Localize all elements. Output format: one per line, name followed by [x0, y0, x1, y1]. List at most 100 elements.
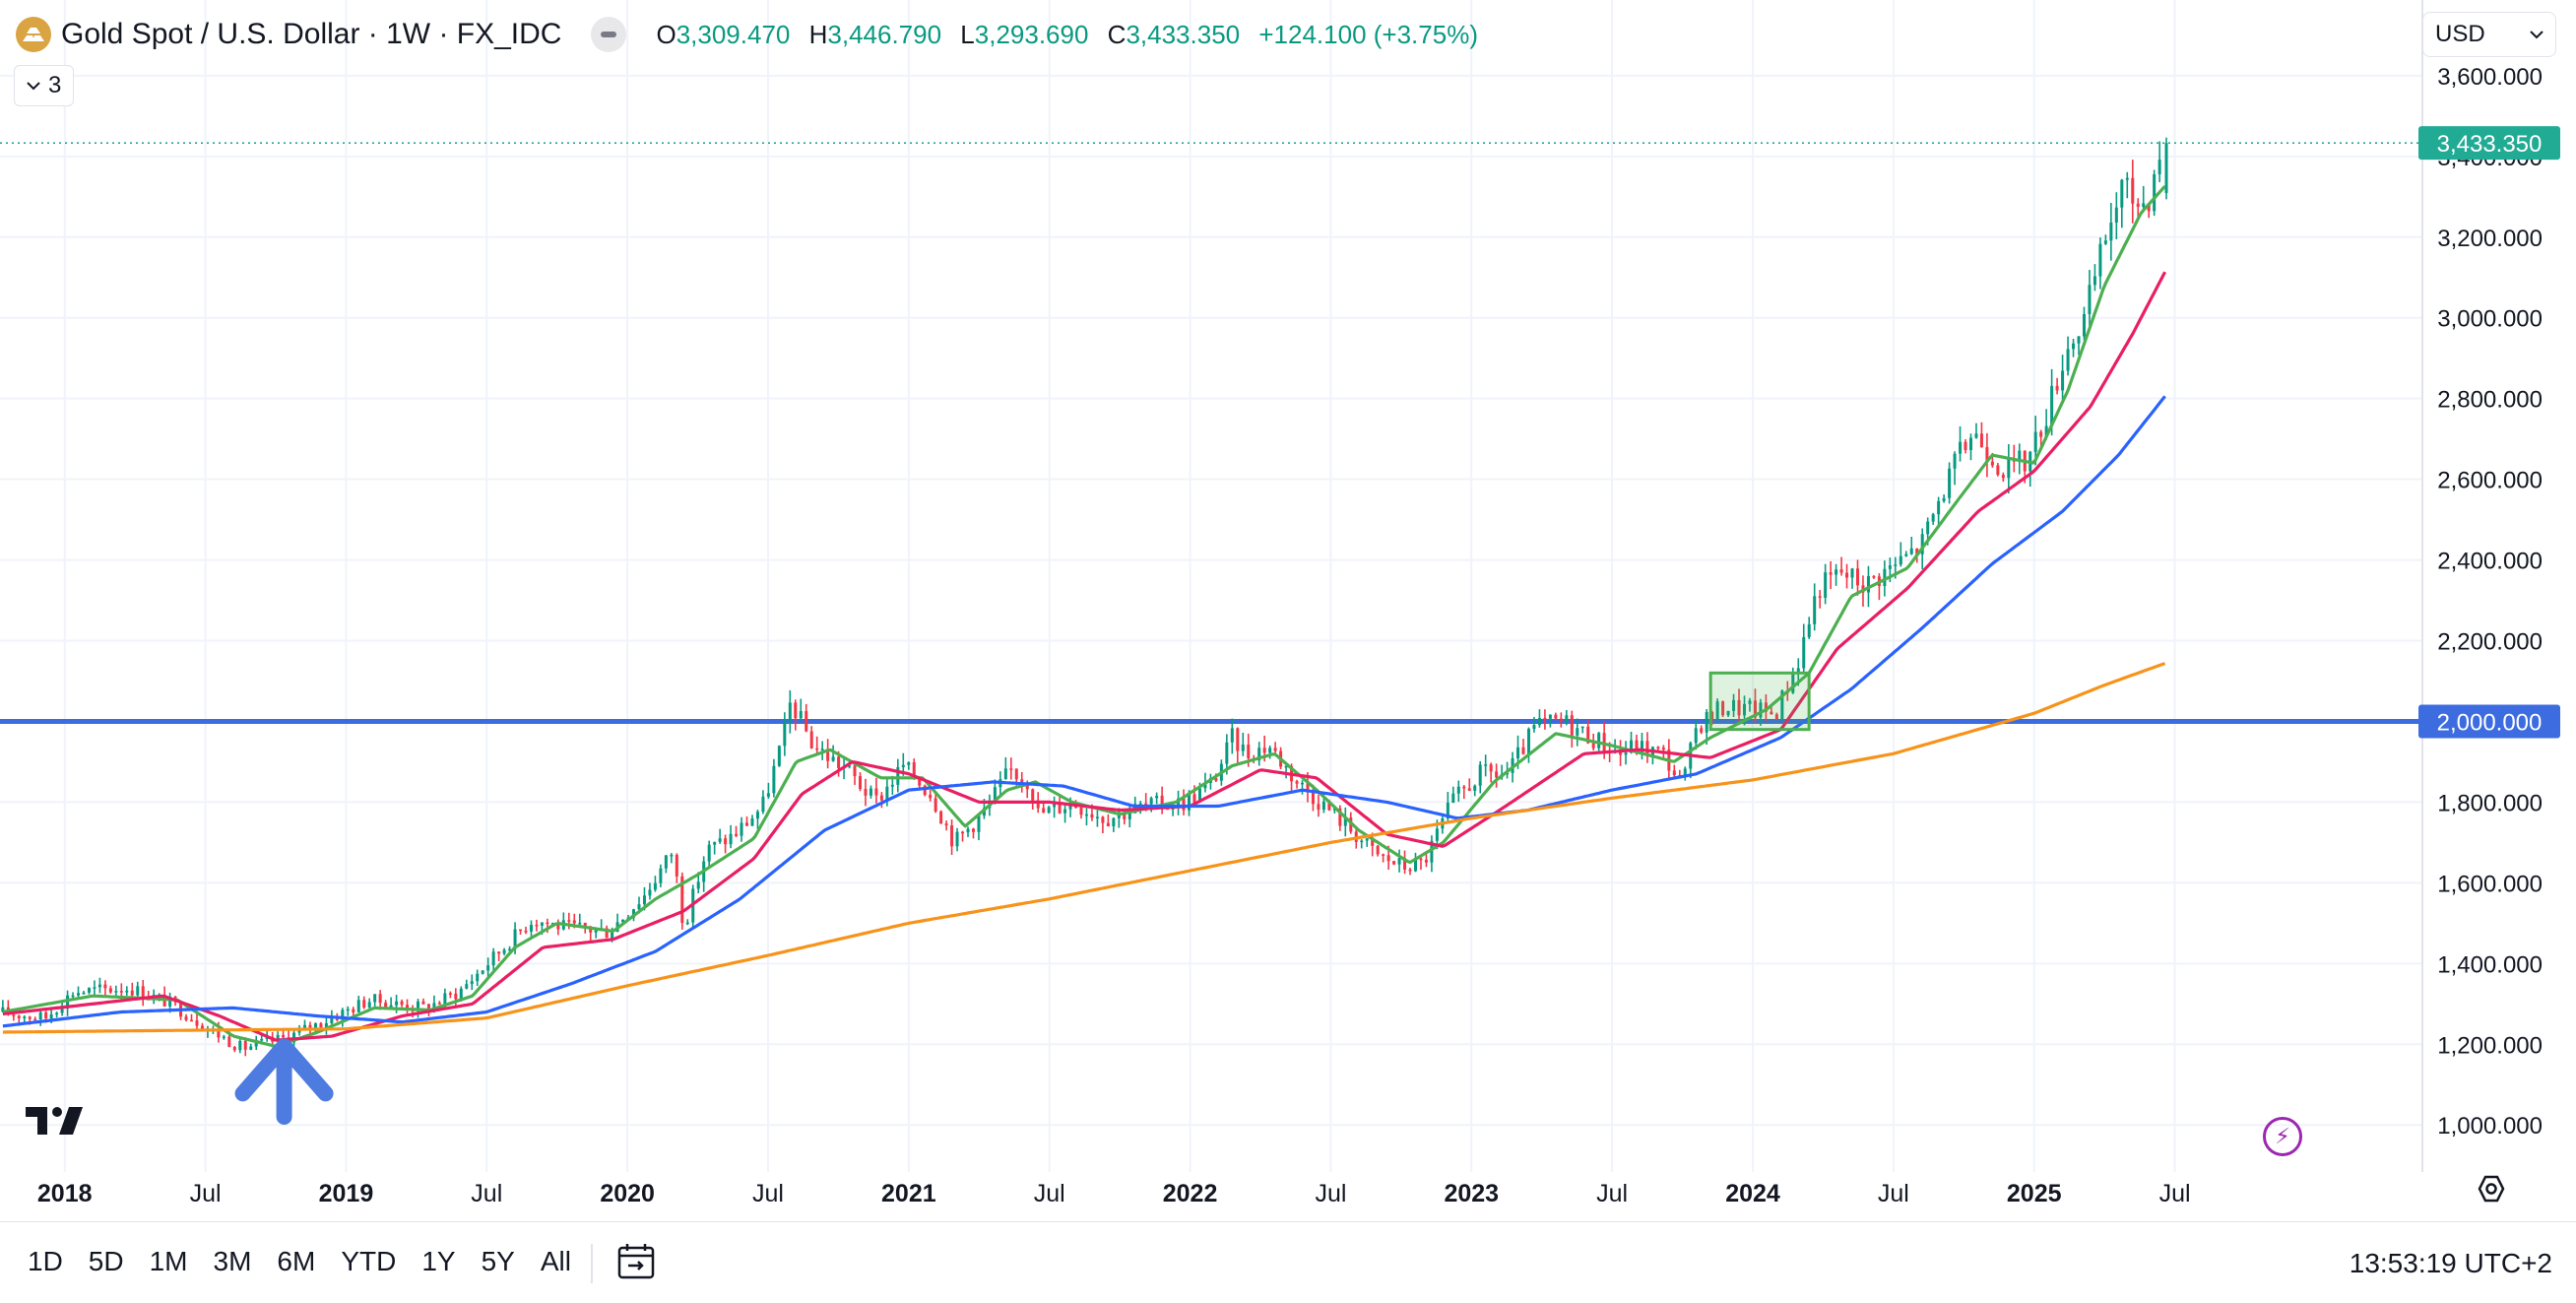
candle-body [735, 833, 739, 836]
y-axis-tick-label: 2,800.000 [2437, 387, 2543, 414]
candle-body [2142, 203, 2146, 207]
x-axis-tick-label: Jul [2159, 1180, 2191, 1207]
candle-body [302, 1024, 307, 1029]
range-button-all[interactable]: All [540, 1246, 571, 1276]
candle-body [1694, 728, 1698, 744]
candle-body [879, 795, 883, 801]
candle-body [2018, 450, 2022, 462]
lightning-alert-icon[interactable]: ⚡ [2263, 1117, 2302, 1156]
candle-body [535, 925, 539, 927]
candle-body [384, 1003, 388, 1009]
toolbar-divider [591, 1244, 593, 1283]
candle-body [794, 702, 798, 719]
open-label: O [656, 19, 676, 49]
candle-body [1904, 554, 1908, 556]
range-button-1y[interactable]: 1Y [421, 1246, 456, 1276]
symbol-title[interactable]: Gold Spot / U.S. Dollar · 1W · FX_IDC [61, 18, 562, 50]
clock-timezone[interactable]: 13:53:19 UTC+2 [2349, 1248, 2552, 1278]
candle-body [1413, 858, 1417, 872]
candle-body [222, 1036, 225, 1039]
candle-body [923, 785, 927, 796]
candle-body [1807, 623, 1811, 637]
moving-average-sma_200 [2, 662, 2166, 1034]
hide-indicator-icon[interactable] [591, 17, 627, 52]
candle-body [1192, 794, 1196, 803]
candle-body [1732, 699, 1736, 711]
candle-body [977, 815, 981, 832]
candle-body [1300, 782, 1305, 785]
gold-bars-icon [16, 17, 51, 52]
candle-body [1225, 742, 1229, 764]
indicators-toggle-button[interactable]: 3 [14, 65, 75, 106]
candle-body [1036, 800, 1040, 809]
candle-body [195, 1020, 199, 1026]
candle-body [1365, 838, 1369, 841]
candle-body [282, 1034, 286, 1038]
range-button-5d[interactable]: 5D [88, 1246, 124, 1276]
candle-body [1473, 785, 1477, 791]
price-chart[interactable]: 1,000.000 1,200.000 1,400.000 1,600.000 1,80… [0, 0, 2576, 1216]
candle-body [1241, 744, 1245, 751]
settings-gear-icon[interactable] [2477, 1174, 2506, 1208]
candle-body [1953, 453, 1957, 469]
candle-body [1576, 728, 1579, 736]
candle-body [583, 922, 587, 929]
candle-body [1796, 668, 1800, 675]
go-to-date-icon[interactable] [616, 1242, 656, 1286]
candle-body [1, 1007, 5, 1012]
candle-body [367, 1002, 371, 1008]
candle-body [459, 988, 463, 1000]
y-axis-tick-label: 3,200.000 [2437, 226, 2543, 252]
candle-body [1521, 747, 1525, 754]
candle-body [1753, 700, 1757, 718]
range-button-3m[interactable]: 3M [213, 1246, 252, 1276]
candle-body [1257, 748, 1261, 761]
range-button-ytd[interactable]: YTD [341, 1246, 397, 1276]
y-axis-tick-label: 2,400.000 [2437, 549, 2543, 575]
candle-body [1602, 733, 1606, 751]
candle-body [1710, 711, 1714, 719]
range-button-5y[interactable]: 5Y [481, 1246, 515, 1276]
candle-body [1780, 690, 1784, 720]
range-button-6m[interactable]: 6M [277, 1246, 316, 1276]
candle-body [2044, 425, 2048, 437]
candle-body [809, 731, 813, 749]
range-button-1d[interactable]: 1D [28, 1246, 63, 1276]
candle-body [1888, 565, 1892, 569]
candle-body [907, 762, 911, 765]
range-button-1m[interactable]: 1M [149, 1246, 188, 1276]
candle-body [497, 951, 501, 954]
candle-body [168, 996, 172, 1007]
moving-average-sma_slow [2, 395, 2166, 1028]
candle-body [1802, 636, 1806, 669]
candle-body [567, 920, 571, 922]
candle-body [1058, 803, 1062, 814]
candle-body [696, 881, 700, 889]
candle-body [874, 788, 878, 796]
candle-body [1462, 786, 1466, 789]
candle-body [556, 923, 560, 930]
tradingview-logo-icon[interactable] [26, 1107, 87, 1140]
chevron-down-icon [27, 82, 40, 91]
candle-body [1188, 794, 1191, 811]
candle-body [799, 710, 803, 719]
candle-body [1446, 802, 1449, 819]
candle-body [1095, 816, 1099, 818]
candle-body [82, 992, 86, 995]
candle-body [1839, 569, 1843, 573]
candle-body [632, 909, 636, 918]
currency-select[interactable]: USD [2422, 12, 2556, 57]
candle-body [929, 795, 933, 799]
candle-body [2109, 222, 2113, 241]
candle-body [2039, 431, 2043, 437]
candle-body [589, 928, 593, 933]
close-value: 3,433.350 [1126, 19, 1241, 49]
candle-body [1894, 564, 1898, 566]
candle-body [1047, 807, 1051, 814]
candle-body [1774, 714, 1778, 720]
candle-body [1424, 859, 1428, 863]
chart-area[interactable]: 1,000.000 1,200.000 1,400.000 1,600.000 1,80… [0, 0, 2576, 1216]
candle-body [1160, 795, 1164, 809]
candle-body [2098, 243, 2102, 277]
candle-body [642, 895, 646, 905]
